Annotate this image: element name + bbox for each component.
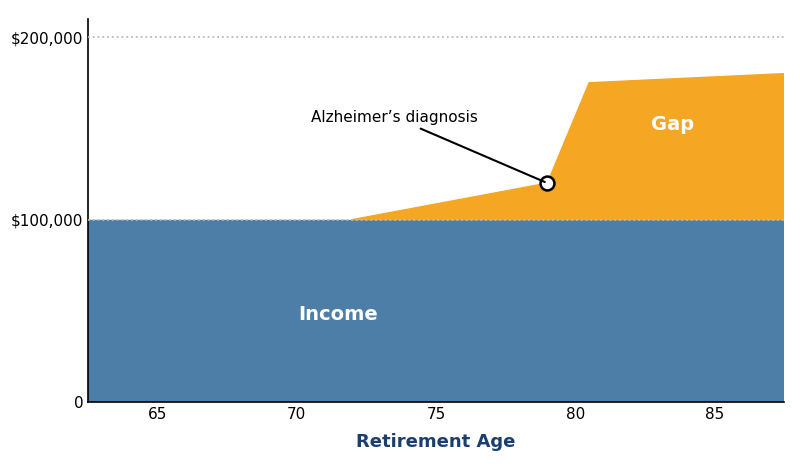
Text: Income: Income (298, 305, 378, 324)
Text: Alzheimer’s diagnosis: Alzheimer’s diagnosis (310, 110, 545, 182)
Polygon shape (353, 74, 784, 219)
Text: Gap: Gap (651, 115, 694, 134)
X-axis label: Retirement Age: Retirement Age (356, 433, 516, 451)
Polygon shape (88, 219, 784, 402)
